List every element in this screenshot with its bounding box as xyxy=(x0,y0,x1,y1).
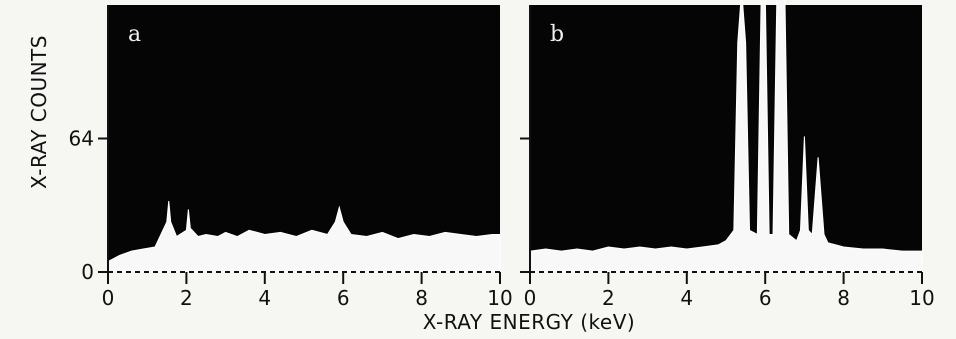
panel-a-label: a xyxy=(128,22,141,47)
panel-a-x-tick-label-2: 2 xyxy=(180,286,193,310)
panel-a-x-tick-label-6: 6 xyxy=(337,286,350,310)
panel-a-x-tick-label-10: 10 xyxy=(487,286,512,310)
panel-b-x-tick-label-0: 0 xyxy=(524,286,537,310)
y-tick-label-64: 64 xyxy=(69,127,94,151)
panel-b-x-tick-label-6: 6 xyxy=(759,286,772,310)
panel-b-spectrum-area xyxy=(529,0,923,273)
panel-b-background xyxy=(530,5,922,272)
panel-b-x-tick-label-4: 4 xyxy=(680,286,693,310)
panel-b-x-tick-label-8: 8 xyxy=(837,286,850,310)
panel-a-x-tick-label-4: 4 xyxy=(258,286,271,310)
panel-a-spectrum-area xyxy=(107,201,501,273)
panel-a-x-tick-label-8: 8 xyxy=(415,286,428,310)
panel-b-label: b xyxy=(550,22,564,47)
panel-b-x-tick-label-2: 2 xyxy=(602,286,615,310)
y-axis-title: X-RAY COUNTS xyxy=(27,35,51,189)
x-axis-title: X-RAY ENERGY (keV) xyxy=(423,310,635,334)
panel-b-x-tick-label-10: 10 xyxy=(909,286,934,310)
y-tick-label-0: 0 xyxy=(81,260,94,284)
panel-a-x-tick-label-0: 0 xyxy=(102,286,115,310)
